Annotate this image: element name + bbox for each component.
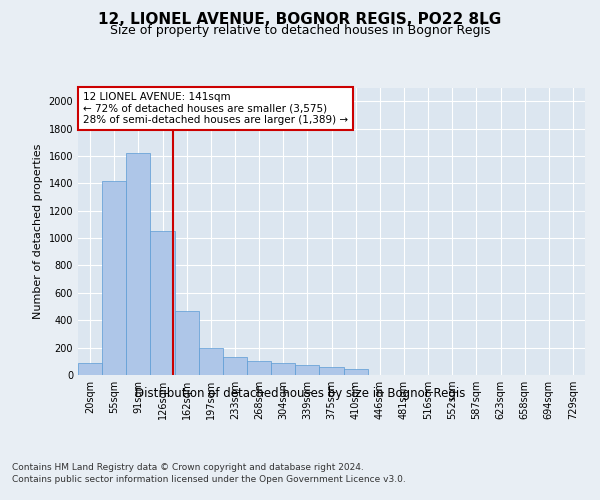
Y-axis label: Number of detached properties: Number of detached properties xyxy=(33,144,43,319)
Bar xyxy=(271,362,295,375)
Bar xyxy=(223,357,247,375)
Bar xyxy=(295,366,319,375)
Text: Size of property relative to detached houses in Bognor Regis: Size of property relative to detached ho… xyxy=(110,24,490,37)
Bar xyxy=(247,362,271,375)
Text: Distribution of detached houses by size in Bognor Regis: Distribution of detached houses by size … xyxy=(135,388,465,400)
Text: Contains public sector information licensed under the Open Government Licence v3: Contains public sector information licen… xyxy=(12,475,406,484)
Bar xyxy=(175,310,199,375)
Bar xyxy=(199,348,223,375)
Bar xyxy=(319,368,344,375)
Bar xyxy=(126,153,151,375)
Text: Contains HM Land Registry data © Crown copyright and database right 2024.: Contains HM Land Registry data © Crown c… xyxy=(12,462,364,471)
Bar xyxy=(344,369,368,375)
Text: 12 LIONEL AVENUE: 141sqm
← 72% of detached houses are smaller (3,575)
28% of sem: 12 LIONEL AVENUE: 141sqm ← 72% of detach… xyxy=(83,92,348,125)
Bar xyxy=(151,231,175,375)
Bar xyxy=(78,364,102,375)
Text: 12, LIONEL AVENUE, BOGNOR REGIS, PO22 8LG: 12, LIONEL AVENUE, BOGNOR REGIS, PO22 8L… xyxy=(98,12,502,28)
Bar xyxy=(102,180,126,375)
